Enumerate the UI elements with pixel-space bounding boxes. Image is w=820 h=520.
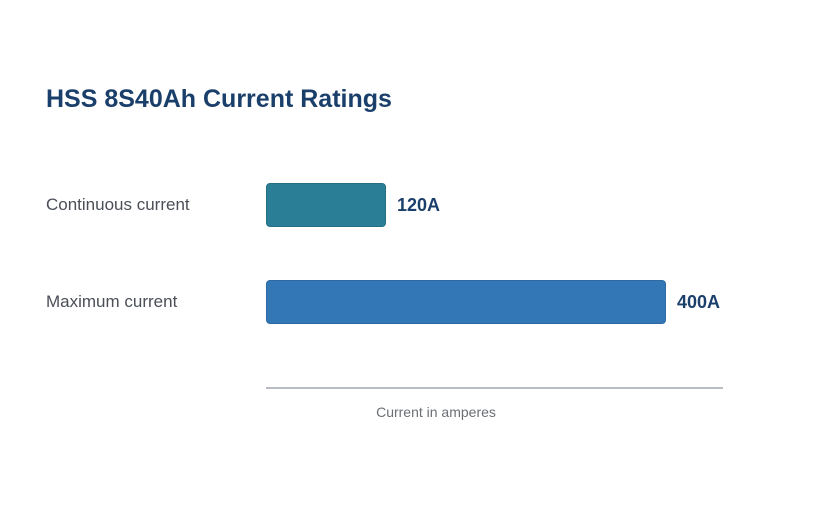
chart-title: HSS 8S40Ah Current Ratings	[46, 85, 392, 113]
bar-value-label: 400A	[677, 292, 721, 312]
category-label: Maximum current	[46, 292, 178, 311]
x-axis-title: Current in amperes	[376, 404, 496, 420]
bar-value-label: 120A	[397, 195, 441, 215]
bar	[266, 183, 386, 227]
bar	[266, 280, 666, 324]
category-label: Continuous current	[46, 195, 190, 214]
x-axis-line	[266, 387, 723, 389]
